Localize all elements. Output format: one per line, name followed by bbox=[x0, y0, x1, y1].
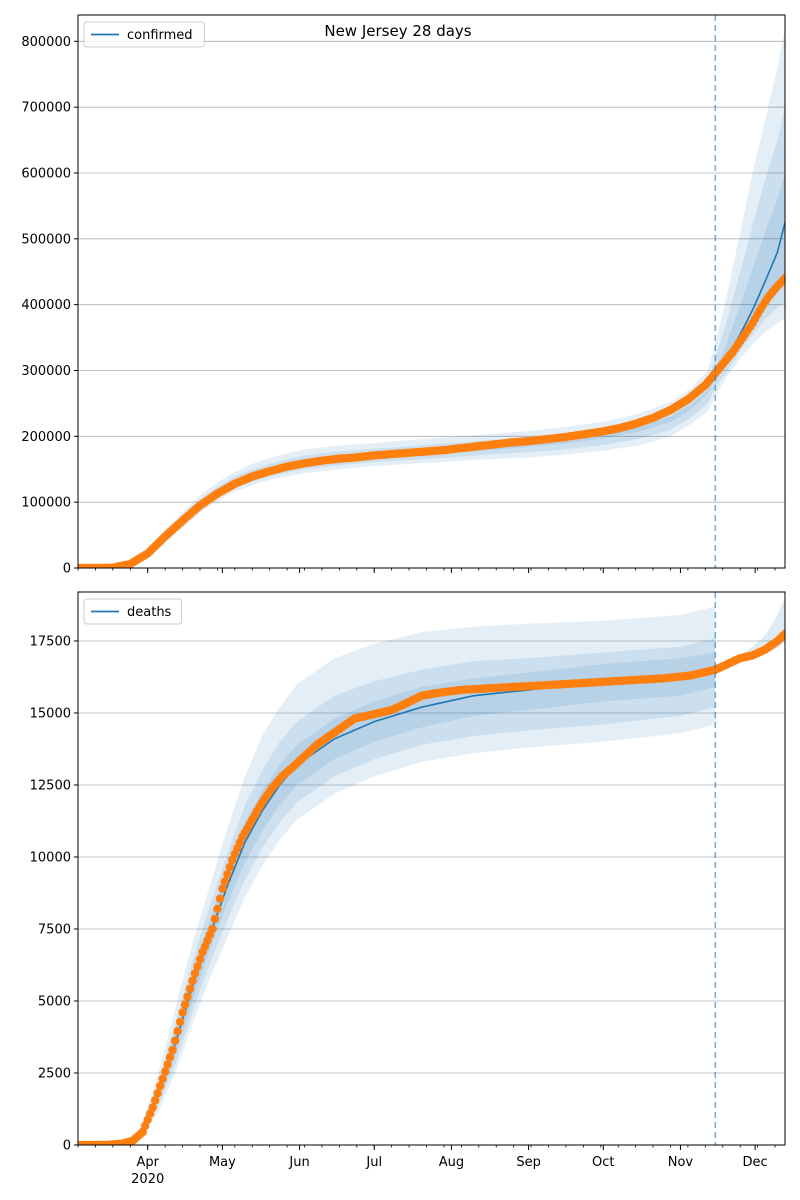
y-tick-label: 15000 bbox=[30, 706, 71, 721]
chart-panel-confirmed: 0 100000 200000 300000 400000 500000 600000 700… bbox=[21, 14, 786, 577]
data-point bbox=[170, 1036, 180, 1045]
axes-frame bbox=[77, 14, 786, 569]
x-tick-label: Oct bbox=[592, 1155, 614, 1170]
y-tick-label: 300000 bbox=[21, 364, 71, 379]
data-point bbox=[163, 1060, 172, 1069]
data-point bbox=[185, 984, 195, 993]
data-point bbox=[148, 1103, 157, 1112]
confidence-band-2 bbox=[78, 638, 716, 1145]
y-tick-label: 7500 bbox=[38, 922, 71, 937]
x-tick-label: Sep bbox=[516, 1155, 541, 1170]
data-point bbox=[210, 914, 220, 924]
data-point bbox=[780, 629, 785, 638]
data-point bbox=[160, 1067, 170, 1076]
y-tick-label: 5000 bbox=[38, 994, 71, 1009]
y-tick-label: 0 bbox=[63, 562, 71, 577]
legend: deaths bbox=[83, 598, 183, 625]
x-tick-sublabel: 2020 bbox=[131, 1172, 164, 1187]
y-tick-label: 12500 bbox=[30, 778, 71, 793]
axes-frame bbox=[77, 591, 786, 1146]
y-tick-label: 17500 bbox=[30, 634, 71, 649]
y-tick-label: 2500 bbox=[38, 1066, 71, 1081]
y-tick-label: 400000 bbox=[21, 298, 71, 313]
plot-area bbox=[78, 28, 785, 568]
y-tick-label: 100000 bbox=[21, 496, 71, 511]
legend-box bbox=[83, 21, 205, 48]
x-tick-label: Aug bbox=[439, 1155, 464, 1170]
x-tick-label: Nov bbox=[668, 1155, 694, 1170]
data-point bbox=[190, 969, 200, 978]
data-point bbox=[223, 870, 232, 879]
plot-area bbox=[78, 597, 785, 1145]
data-point bbox=[156, 1081, 165, 1091]
data-point bbox=[168, 1045, 177, 1055]
legend-label: confirmed bbox=[127, 28, 193, 43]
x-tick-label: Apr bbox=[136, 1155, 159, 1170]
confidence-band-1 bbox=[78, 606, 716, 1145]
data-point bbox=[175, 1017, 185, 1027]
data-point bbox=[218, 884, 227, 893]
y-tick-label: 700000 bbox=[21, 101, 71, 116]
data-point bbox=[188, 976, 197, 985]
x-tick-label: Dec bbox=[743, 1155, 768, 1170]
y-tick-label: 600000 bbox=[21, 167, 71, 182]
data-point bbox=[183, 992, 192, 1001]
x-tick-label: Jun bbox=[288, 1155, 309, 1170]
y-tick-label: 200000 bbox=[21, 430, 71, 445]
y-tick-label: 800000 bbox=[21, 35, 71, 50]
y-tick-label: 0 bbox=[63, 1139, 71, 1154]
data-point bbox=[178, 1008, 187, 1017]
chart-panel-deaths: 0 2500 5000 7500 10000 12500 15000 17500 Apr 2020… bbox=[30, 591, 786, 1187]
data-point bbox=[220, 877, 230, 886]
x-tick-label: Jul bbox=[365, 1155, 382, 1170]
data-point bbox=[158, 1074, 167, 1084]
legend-box bbox=[83, 598, 183, 625]
data-point bbox=[208, 924, 217, 934]
data-point bbox=[215, 894, 225, 903]
data-point bbox=[225, 862, 235, 872]
y-tick-label: 500000 bbox=[21, 232, 71, 247]
y-tick-label: 10000 bbox=[30, 850, 71, 865]
data-point bbox=[180, 1000, 190, 1009]
data-point bbox=[165, 1053, 175, 1062]
figure-title: New Jersey 28 days bbox=[324, 22, 471, 40]
x-tick-label: May bbox=[209, 1155, 236, 1170]
data-point bbox=[213, 904, 222, 913]
data-point bbox=[151, 1096, 160, 1105]
data-point bbox=[173, 1027, 182, 1036]
legend: confirmed bbox=[83, 21, 205, 48]
data-point bbox=[195, 955, 205, 964]
data-point bbox=[193, 962, 202, 971]
legend-label: deaths bbox=[127, 605, 172, 620]
data-point bbox=[153, 1089, 162, 1098]
data-point bbox=[780, 274, 785, 283]
confidence-band-2 bbox=[78, 107, 785, 568]
confidence-band-1 bbox=[78, 28, 785, 568]
